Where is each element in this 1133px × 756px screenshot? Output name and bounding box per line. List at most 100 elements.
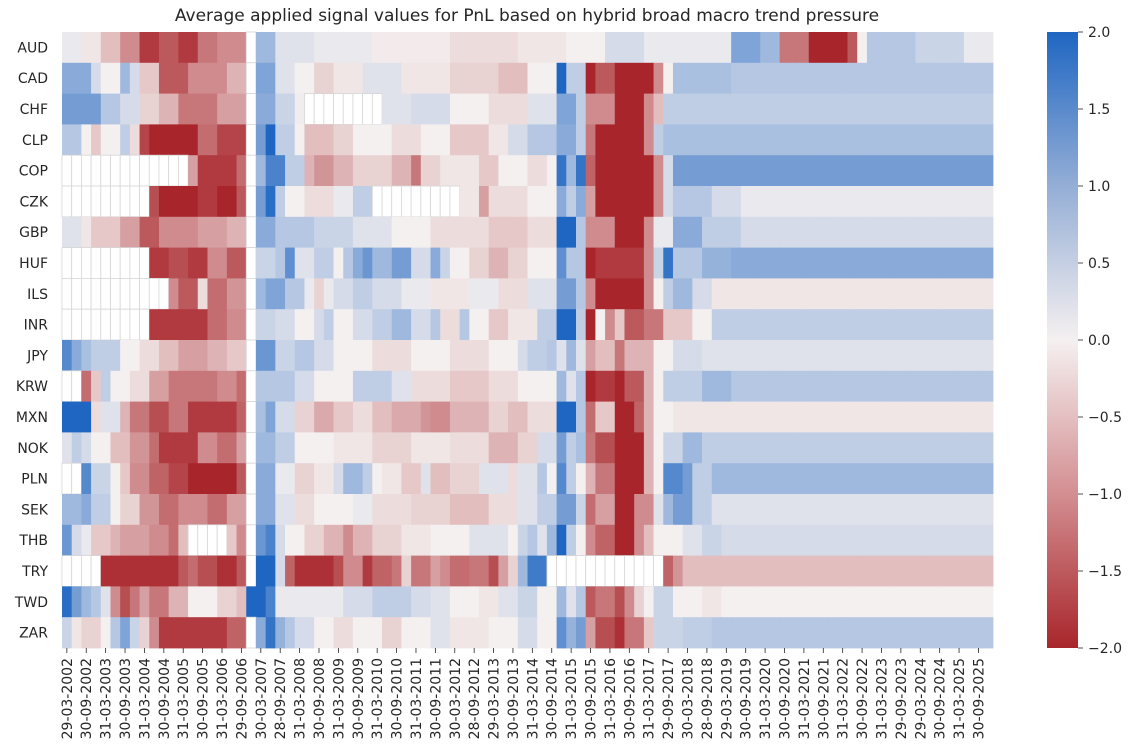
heatmap-cell bbox=[382, 278, 393, 310]
heatmap-cell bbox=[207, 309, 218, 341]
heatmap-cell bbox=[876, 586, 887, 618]
heatmap-cell bbox=[983, 617, 994, 649]
heatmap-cell bbox=[197, 617, 208, 649]
heatmap-cell bbox=[139, 124, 150, 156]
heatmap-cell bbox=[915, 309, 926, 341]
heatmap-cell bbox=[304, 247, 315, 279]
heatmap-cell bbox=[731, 555, 742, 587]
heatmap-cell bbox=[963, 62, 975, 94]
x-tick-label: 30-09-2025 bbox=[972, 658, 988, 739]
heatmap-cell bbox=[653, 278, 664, 310]
heatmap-cell bbox=[973, 524, 984, 556]
heatmap-cell bbox=[896, 216, 907, 248]
heatmap-cell bbox=[411, 370, 422, 402]
heatmap-cell bbox=[963, 586, 975, 618]
heatmap-cell bbox=[343, 216, 354, 248]
heatmap-cell bbox=[721, 401, 732, 433]
row-label-mxn: MXN bbox=[16, 410, 48, 426]
heatmap-cell bbox=[81, 494, 92, 526]
heatmap-cell bbox=[721, 524, 732, 556]
heatmap-cell bbox=[808, 463, 819, 495]
heatmap-cell bbox=[934, 124, 945, 156]
heatmap-cell bbox=[168, 309, 179, 341]
heatmap-cell bbox=[595, 278, 606, 310]
heatmap-cell bbox=[265, 617, 276, 649]
heatmap-cell bbox=[120, 32, 131, 64]
heatmap-cell bbox=[527, 216, 538, 248]
heatmap-cell bbox=[197, 432, 208, 464]
heatmap-cell bbox=[479, 247, 490, 279]
heatmap-cell bbox=[857, 524, 868, 556]
heatmap-cell bbox=[595, 432, 606, 464]
heatmap-cell bbox=[488, 278, 499, 310]
x-tick-label: 29-03-2024 bbox=[913, 658, 929, 739]
heatmap-cell bbox=[575, 216, 587, 248]
heatmap-cell bbox=[382, 432, 393, 464]
heatmap-cell bbox=[245, 31, 257, 64]
heatmap-cell bbox=[265, 278, 276, 310]
heatmap-cell bbox=[255, 124, 267, 156]
heatmap-cell bbox=[575, 186, 587, 218]
heatmap-cell bbox=[692, 278, 703, 310]
heatmap-cell bbox=[915, 463, 926, 495]
heatmap-cell bbox=[488, 186, 499, 218]
heatmap-cell bbox=[702, 93, 713, 125]
heatmap-cell bbox=[653, 463, 664, 495]
heatmap-cell bbox=[61, 185, 73, 218]
heatmap-cell bbox=[818, 370, 829, 402]
heatmap-cell bbox=[779, 247, 790, 279]
row-label-chf: CHF bbox=[20, 102, 48, 118]
heatmap-cell bbox=[401, 124, 412, 156]
heatmap-cell bbox=[469, 494, 480, 526]
heatmap-cell bbox=[139, 154, 150, 187]
heatmap-cell bbox=[789, 340, 800, 372]
heatmap-cell bbox=[546, 186, 557, 218]
heatmap-cell bbox=[857, 247, 868, 279]
heatmap-cell bbox=[197, 524, 208, 556]
heatmap-cell bbox=[944, 155, 955, 187]
heatmap-cell bbox=[973, 155, 984, 187]
heatmap-cell bbox=[100, 277, 111, 310]
heatmap-cell bbox=[983, 93, 994, 125]
heatmap-cell bbox=[323, 463, 334, 495]
heatmap-cell bbox=[178, 247, 189, 279]
heatmap-cell bbox=[808, 494, 819, 526]
heatmap-cell bbox=[372, 432, 383, 464]
heatmap-cell bbox=[479, 186, 490, 218]
heatmap-cell bbox=[857, 494, 868, 526]
heatmap-cell bbox=[692, 586, 703, 618]
heatmap-cell bbox=[401, 32, 412, 64]
heatmap-cell bbox=[430, 463, 441, 495]
heatmap-cell bbox=[479, 494, 490, 526]
heatmap-cell bbox=[594, 555, 606, 587]
heatmap-cell bbox=[624, 586, 635, 618]
heatmap-cell bbox=[624, 216, 635, 248]
heatmap-cell bbox=[459, 494, 470, 526]
heatmap-cell bbox=[575, 124, 587, 156]
heatmap-cell bbox=[168, 216, 179, 248]
heatmap-cell bbox=[915, 62, 926, 94]
heatmap-cell bbox=[585, 463, 596, 495]
heatmap-cell bbox=[575, 463, 587, 495]
heatmap-cell bbox=[731, 247, 742, 279]
heatmap-cell bbox=[459, 32, 470, 64]
heatmap-cell bbox=[488, 309, 499, 341]
heatmap-cell bbox=[721, 216, 732, 248]
heatmap-cell bbox=[915, 401, 926, 433]
heatmap-cell bbox=[963, 617, 975, 649]
heatmap-cell bbox=[314, 186, 325, 218]
heatmap-cell bbox=[672, 617, 684, 649]
heatmap-cell bbox=[527, 340, 538, 372]
heatmap-cell bbox=[333, 370, 344, 402]
heatmap-cell bbox=[934, 494, 945, 526]
heatmap-cell bbox=[498, 340, 509, 372]
heatmap-cell bbox=[624, 524, 635, 556]
heatmap-cell bbox=[779, 555, 790, 587]
heatmap-cell bbox=[818, 432, 829, 464]
heatmap-cell bbox=[663, 524, 674, 556]
heatmap-cell bbox=[934, 586, 945, 618]
heatmap-cell bbox=[343, 432, 354, 464]
x-tick-label: 31-03-2005 bbox=[176, 658, 192, 739]
x-tick-label: 29-03-2002 bbox=[60, 658, 76, 739]
heatmap-cell bbox=[818, 155, 829, 187]
